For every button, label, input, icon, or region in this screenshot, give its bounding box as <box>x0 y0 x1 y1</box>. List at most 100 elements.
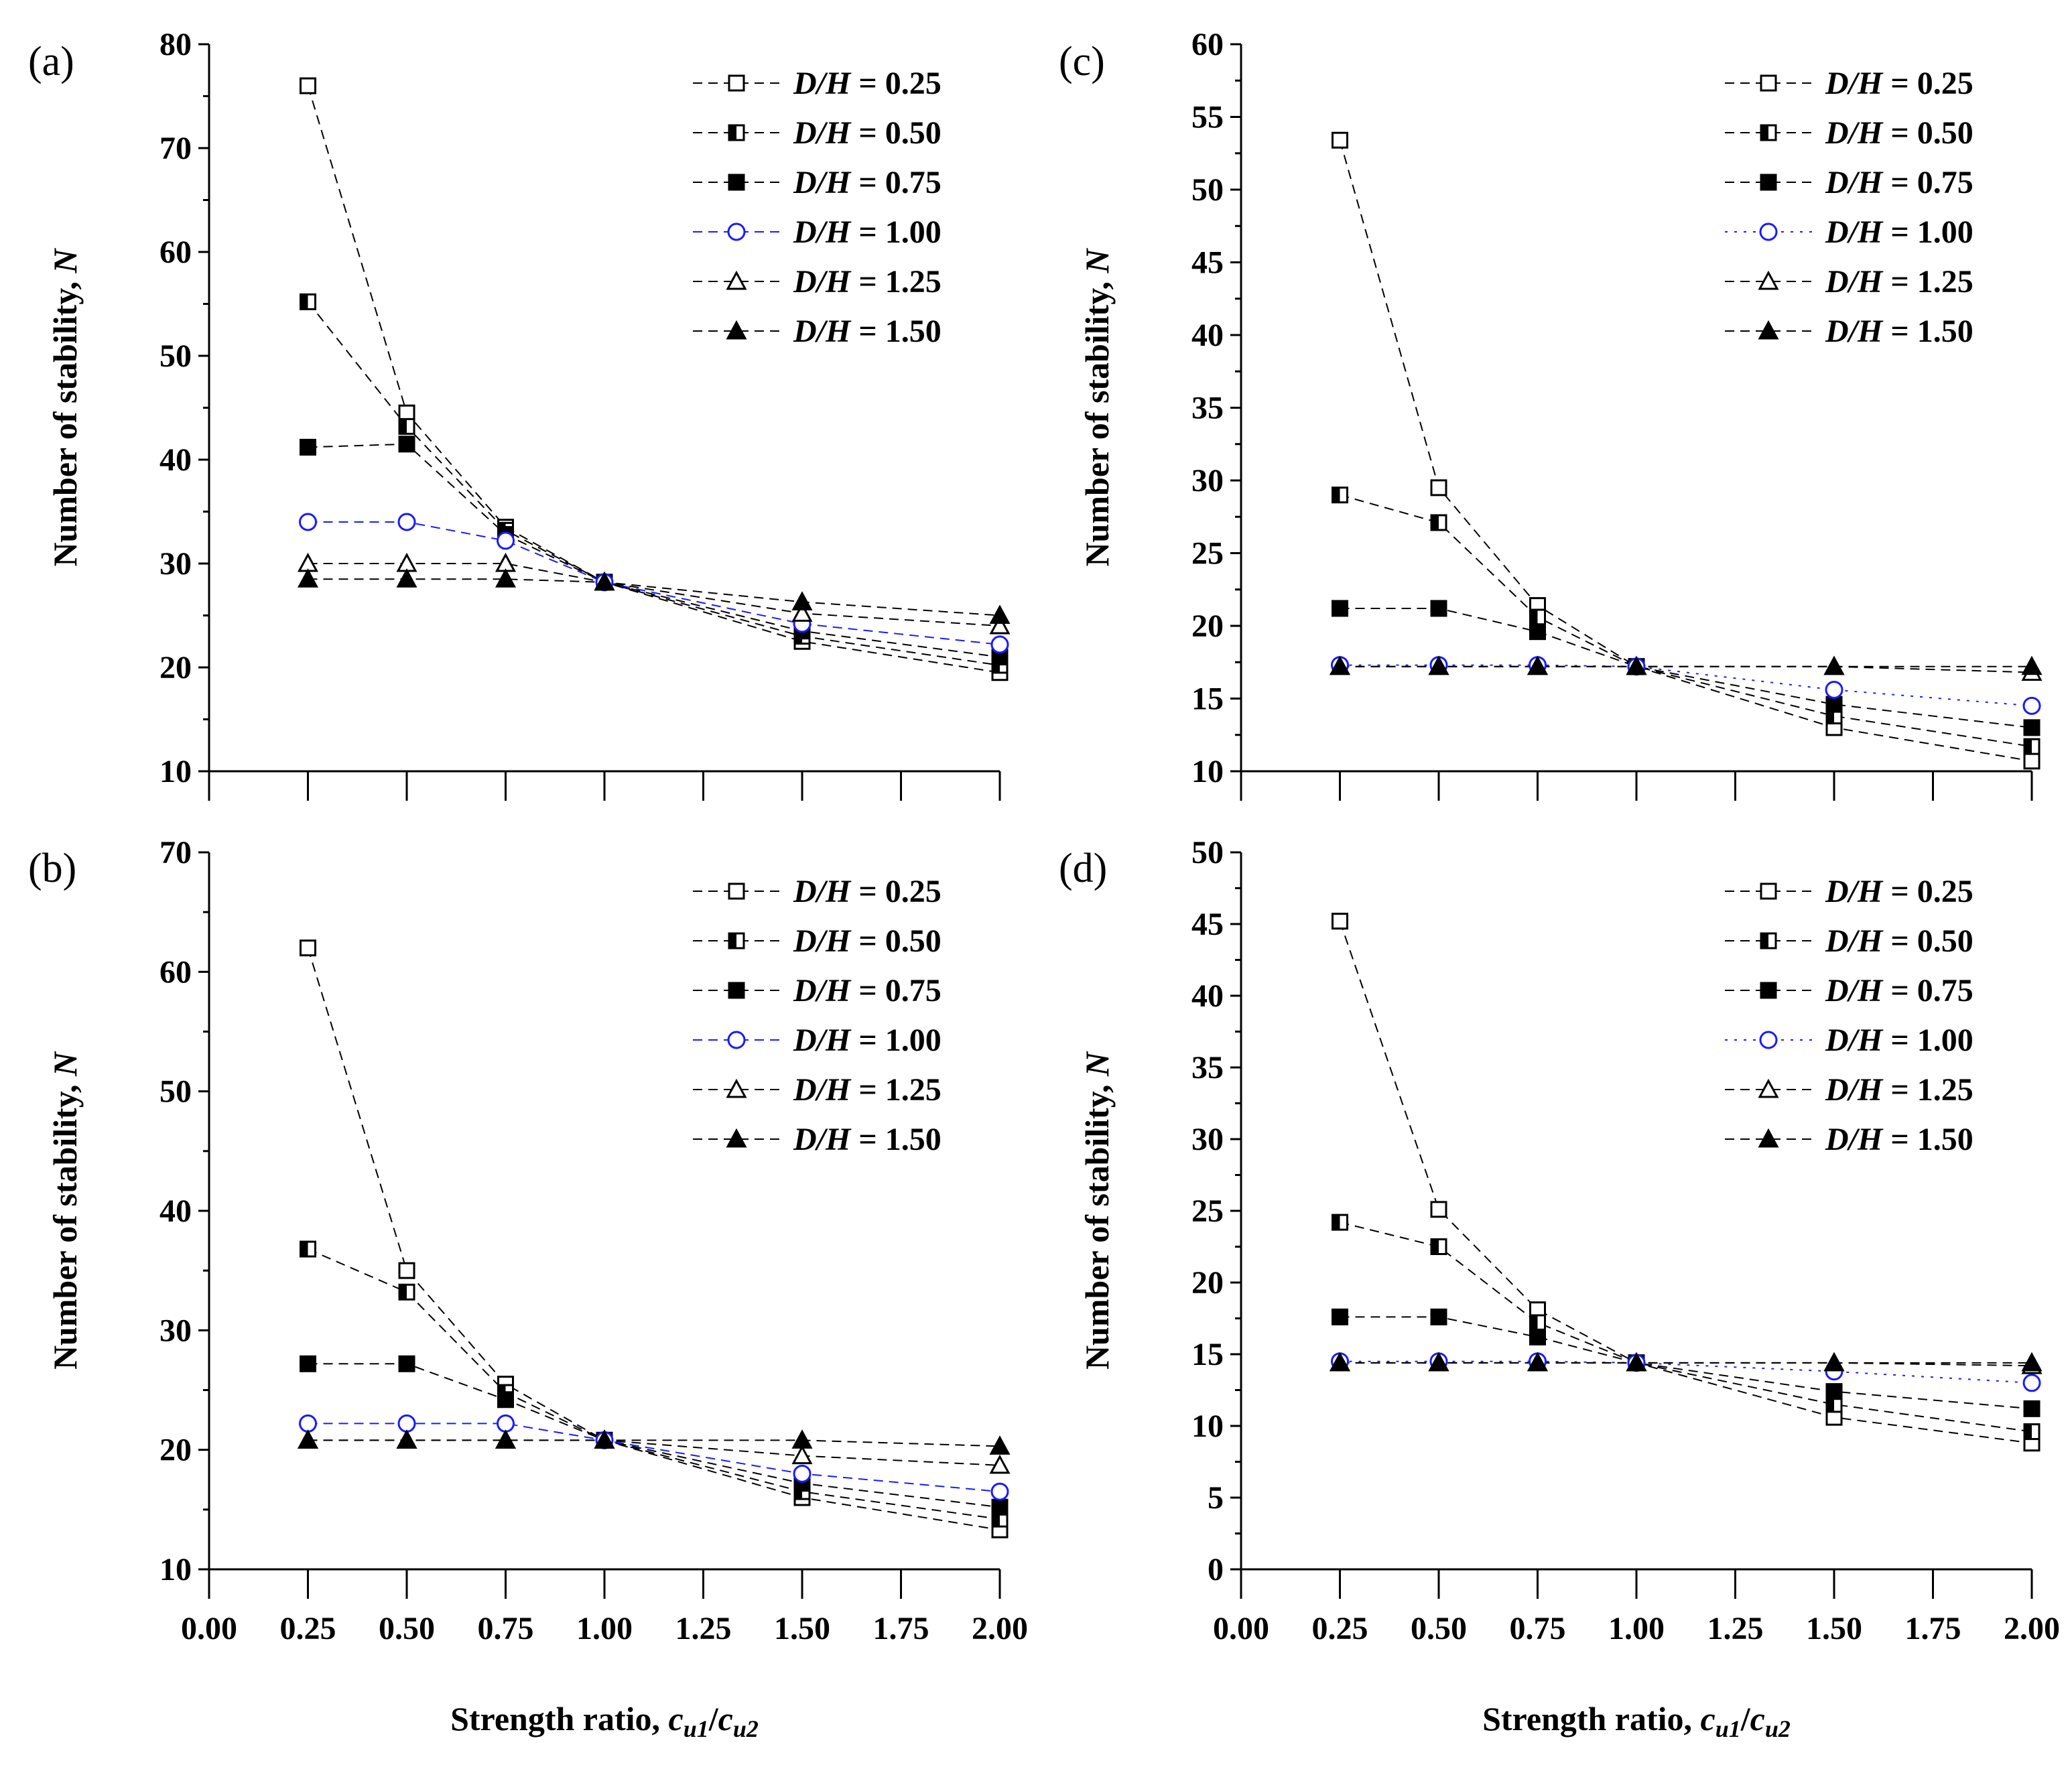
data-point <box>2022 696 2041 715</box>
legend-var-slash: / <box>1847 1072 1861 1108</box>
y-tick-label: 30 <box>159 546 192 582</box>
data-point <box>300 77 316 94</box>
x-axis-title-part: u1 <box>1715 1715 1741 1742</box>
legend-label: D/H = 1.50 <box>793 314 942 349</box>
x-axis-title-part: / <box>1740 1700 1751 1738</box>
y-tick-label: 35 <box>1191 1050 1224 1086</box>
data-point <box>497 531 515 550</box>
legend-eq: = 1.25 <box>1882 1072 1973 1108</box>
legend-var-H: H <box>825 1122 852 1157</box>
data-point <box>398 1355 415 1372</box>
data-point <box>1527 1352 1549 1372</box>
legend-eq: = 0.75 <box>850 973 941 1008</box>
legend-marker <box>1760 932 1777 949</box>
data-point <box>1332 1308 1348 1325</box>
series-line <box>1339 139 2032 762</box>
legend-var-D: D <box>793 973 817 1008</box>
legend-var-slash: / <box>1847 264 1861 300</box>
x-axis-title-part: Strength ratio, <box>450 1700 668 1738</box>
data-point <box>2023 1423 2041 1441</box>
y-tick-label: 40 <box>1191 318 1224 353</box>
data-point <box>1332 600 1348 617</box>
y-tick-label: 10 <box>1191 1408 1224 1444</box>
legend-var-D: D <box>1825 1023 1849 1058</box>
data-point <box>1825 1383 1843 1400</box>
x-tick-label: 1.75 <box>1905 1611 1961 1646</box>
series-line <box>308 1439 1000 1447</box>
y-tick-label: 55 <box>1191 100 1224 135</box>
legend-var-slash: / <box>1847 973 1861 1008</box>
data-point <box>1430 1238 1447 1255</box>
x-axis-title-part: c <box>1750 1700 1765 1738</box>
series-line <box>308 521 1000 645</box>
legend-var-slash: / <box>815 214 829 250</box>
y-tick-label: 30 <box>159 1313 192 1348</box>
data-point <box>791 602 813 622</box>
data-point <box>1626 655 1647 675</box>
data-point <box>300 293 316 310</box>
legend-eq: = 0.75 <box>1882 165 1973 200</box>
legend-var-H: H <box>825 115 852 151</box>
y-tick-label: 50 <box>159 1074 192 1110</box>
y-axis-title: Number of stability, N <box>46 1051 84 1370</box>
y-tick-label: 20 <box>159 650 192 685</box>
x-tick-label: 1.00 <box>1608 1611 1665 1646</box>
x-axis-title-part: u1 <box>684 1715 709 1742</box>
legend-var-slash: / <box>1847 1122 1861 1157</box>
series-line <box>308 1363 1000 1508</box>
y-axis-title-text: Number of stability, <box>46 273 84 567</box>
y-tick-label: 60 <box>159 954 192 990</box>
data-point <box>299 513 317 531</box>
legend-var-slash: / <box>1847 874 1861 909</box>
legend-marker <box>728 174 745 191</box>
legend-var-slash: / <box>815 973 829 1008</box>
legend: D/H = 0.25D/H = 0.50D/H = 0.75D/H = 1.00… <box>1725 66 1973 349</box>
y-axis-title-text: Number of stability, <box>1078 1076 1116 1370</box>
y-tick-label: 5 <box>1208 1480 1224 1516</box>
data-point <box>1529 1314 1546 1331</box>
x-tick-label: 0.00 <box>181 1611 237 1646</box>
data-point <box>1430 600 1447 617</box>
data-point <box>297 1429 319 1449</box>
data-point <box>1626 1352 1647 1372</box>
legend-marker <box>1758 1128 1779 1148</box>
y-tick-label: 10 <box>159 1552 192 1587</box>
data-point <box>2023 719 2041 736</box>
legend-var-H: H <box>825 214 852 250</box>
x-axis-title-part: u2 <box>733 1715 759 1742</box>
series-line <box>1340 1222 2032 1433</box>
legend-var-H: H <box>825 1072 852 1108</box>
y-tick-label: 25 <box>1191 536 1224 572</box>
x-tick-label: 0.50 <box>1411 1611 1467 1646</box>
y-axis-title: Number of stability, N <box>1078 248 1116 567</box>
legend-var-H: H <box>1857 923 1884 959</box>
legend: D/H = 0.25D/H = 0.50D/H = 0.75D/H = 1.00… <box>1725 874 1973 1157</box>
legend-marker <box>1758 320 1779 340</box>
legend-var-H: H <box>825 973 852 1008</box>
y-tick-label: 60 <box>159 235 192 270</box>
y-tick-label: 50 <box>1191 172 1224 208</box>
data-point <box>1430 1308 1447 1325</box>
y-tick-label: 20 <box>1191 608 1224 644</box>
data-point <box>2021 1352 2043 1372</box>
legend-var-H: H <box>825 923 852 959</box>
legend-var-H: H <box>1857 1072 1884 1108</box>
legend-label: D/H = 0.50 <box>1825 923 1973 959</box>
data-point <box>2023 738 2041 755</box>
legend-label: D/H = 0.25 <box>1825 874 1973 909</box>
legend-var-D: D <box>1825 165 1849 200</box>
legend-var-D: D <box>793 874 817 909</box>
legend-label: D/H = 1.50 <box>1825 314 1973 349</box>
legend-marker <box>728 932 745 949</box>
legend-var-D: D <box>793 1072 817 1108</box>
data-point <box>497 1414 515 1433</box>
x-tick-label: 1.25 <box>1707 1611 1764 1646</box>
legend-marker <box>728 882 745 900</box>
data-point <box>1428 655 1449 675</box>
data-point <box>793 1464 812 1483</box>
x-tick-label: 0.25 <box>1312 1611 1368 1646</box>
data-point <box>497 1391 514 1408</box>
legend-eq: = 0.50 <box>850 923 941 959</box>
series-line <box>1340 494 2032 748</box>
